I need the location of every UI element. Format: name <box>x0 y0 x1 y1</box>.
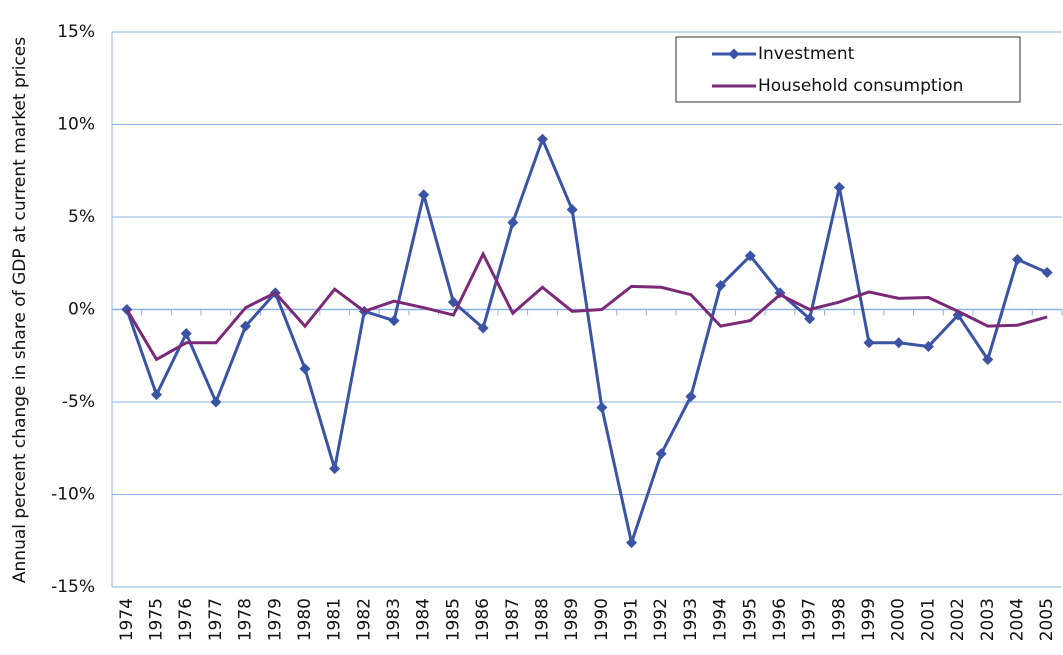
x-tick-label: 2005 <box>1037 598 1057 641</box>
data-point <box>1011 254 1023 266</box>
x-tick-label: 1993 <box>681 598 701 641</box>
series-line <box>125 250 1048 362</box>
data-point <box>447 296 459 308</box>
legend-marker <box>728 48 740 60</box>
data-point <box>418 189 430 201</box>
x-tick-label: 1981 <box>325 598 345 641</box>
legend-box <box>675 36 1021 103</box>
x-tick-label: 2004 <box>1007 598 1027 641</box>
x-tick-label: 1990 <box>592 598 612 641</box>
data-point <box>180 328 192 340</box>
x-tick-label: 1977 <box>206 598 226 641</box>
x-tick-label: 1985 <box>443 598 463 641</box>
data-point <box>1041 267 1053 278</box>
data-point <box>299 363 311 375</box>
legend-label: Investment <box>758 44 855 64</box>
x-tick-label: 1989 <box>562 598 582 641</box>
x-tick-label: 1980 <box>295 598 315 641</box>
data-point <box>151 389 163 401</box>
x-tick-label: 1984 <box>414 598 434 641</box>
data-point <box>685 390 697 402</box>
data-point <box>863 337 875 349</box>
data-point <box>477 322 489 334</box>
y-tick-label: 10% <box>57 115 95 135</box>
y-tick-label: -5% <box>62 392 95 412</box>
data-point <box>507 217 519 229</box>
x-tick-label: 1979 <box>265 598 285 641</box>
data-point <box>922 341 934 352</box>
legend-label: Household consumption <box>758 76 963 96</box>
x-tick-label: 1994 <box>711 598 731 641</box>
x-tick-label: 2000 <box>889 598 909 641</box>
y-tick-label: 0% <box>68 300 95 320</box>
x-tick-label: 1996 <box>770 598 790 641</box>
data-point <box>715 279 727 291</box>
x-tick-label: 1997 <box>800 598 820 641</box>
x-tick-label: 1998 <box>829 598 849 641</box>
data-point <box>210 396 222 408</box>
x-tick-label: 1976 <box>176 598 196 641</box>
x-tick-label: 2002 <box>948 598 968 641</box>
data-point <box>626 537 638 549</box>
series-line <box>125 135 1048 549</box>
x-tick-label: 1999 <box>859 598 879 641</box>
data-point <box>329 463 341 475</box>
data-point <box>240 320 252 332</box>
x-tick-label: 1975 <box>147 598 167 641</box>
data-point <box>566 204 578 216</box>
x-tick-label: 1992 <box>651 598 671 641</box>
x-tick-label: 1995 <box>740 598 760 641</box>
data-point <box>744 250 756 262</box>
data-point <box>596 402 608 414</box>
x-tick-label: 1982 <box>354 598 374 641</box>
x-tick-label: 2003 <box>978 598 998 641</box>
x-tick-label: 1974 <box>117 598 137 641</box>
data-point <box>536 133 548 145</box>
data-point <box>804 313 816 325</box>
y-tick-label: -15% <box>51 577 95 597</box>
data-point <box>388 315 400 327</box>
y-tick-label: 5% <box>68 207 95 227</box>
data-point <box>893 337 905 349</box>
data-point <box>833 181 845 193</box>
y-tick-label: 15% <box>57 22 95 42</box>
x-tick-label: 1983 <box>384 598 404 641</box>
x-tick-label: 1978 <box>236 598 256 641</box>
data-point <box>982 353 994 365</box>
x-tick-label: 1986 <box>473 598 493 641</box>
y-axis-title: Annual percent change in share of GDP at… <box>10 37 30 583</box>
x-tick-label: 1991 <box>622 598 642 641</box>
data-point <box>655 448 667 460</box>
x-tick-label: 1988 <box>532 598 552 641</box>
x-tick-label: 1987 <box>503 598 523 641</box>
x-tick-label: 2001 <box>918 598 938 641</box>
y-tick-label: -10% <box>51 485 95 505</box>
